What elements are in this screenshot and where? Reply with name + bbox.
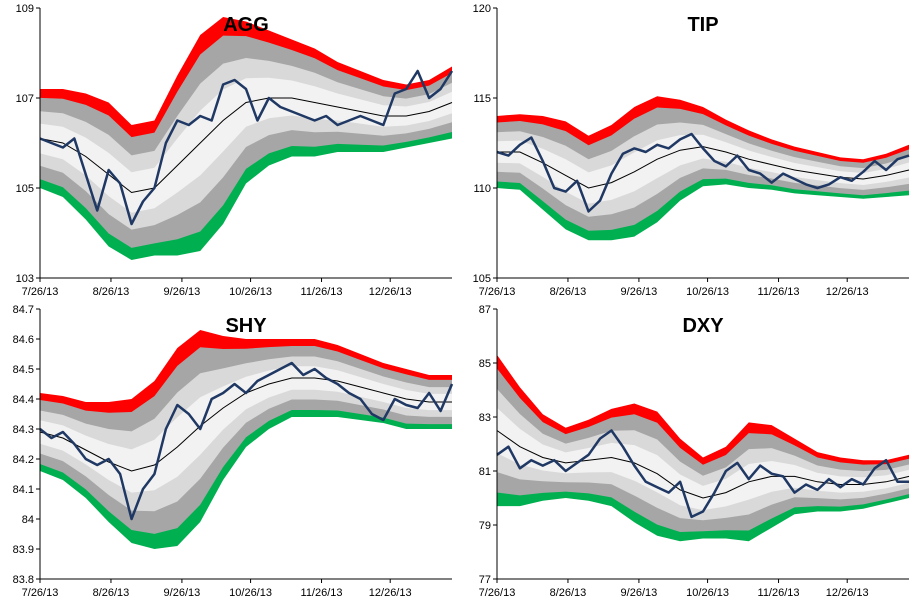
dxy-moving-average-line (496, 430, 910, 499)
agg-inner-band-upper (40, 77, 452, 193)
agg-price-line (39, 69, 454, 226)
shy-y-tick-label: 84.6 (13, 334, 34, 346)
dxy-x-tick-label: 11/26/13 (758, 587, 800, 599)
shy-light-band-upper (40, 356, 452, 471)
shy-x-tick-label: 8/26/13 (93, 587, 130, 599)
agg-x-tick-label: 7/26/13 (22, 286, 59, 298)
tip-price-line (496, 132, 910, 213)
chart-shy: 83.8 83.9 84 84.1 84.2 84.3 84.4 84.5 84.6 84.7 7/… (13, 304, 454, 599)
agg-y-tick-label: 109 (16, 3, 34, 15)
shy-y-tick-label: 83.8 (13, 574, 34, 586)
agg-light-band-upper (40, 57, 452, 193)
dxy-inner-band-lower (497, 430, 909, 511)
shy-x-tick-label: 12/26/13 (369, 587, 412, 599)
tip-x-tick-label: 8/26/13 (550, 286, 587, 298)
dxy-y-tick-label: 77 (479, 574, 491, 586)
dxy-x-tick-label: 9/26/13 (621, 587, 658, 599)
dxy-y-tick-label: 81 (479, 466, 491, 478)
agg-inner-band-lower (40, 98, 452, 213)
shy-y-tick-label: 84.7 (13, 304, 34, 316)
agg-x-tick-label: 9/26/13 (164, 286, 201, 298)
agg-y-tick-label: 107 (16, 93, 34, 105)
shy-price-line (39, 361, 454, 521)
dxy-inner-band-upper (497, 407, 909, 498)
tip-inner-band-lower (497, 146, 909, 204)
tip-y-tick-label: 115 (473, 93, 491, 105)
tip-x-tick-label: 11/26/13 (758, 286, 800, 298)
shy-y-tick-label: 84.4 (13, 394, 34, 406)
shy-y-tick-label: 84 (22, 514, 34, 526)
agg-x-tick-label: 10/26/13 (229, 286, 272, 298)
dxy-x-tick-label: 7/26/13 (479, 587, 516, 599)
tip-x-tick-label: 9/26/13 (621, 286, 658, 298)
tip-x-tick-label: 7/26/13 (479, 286, 516, 298)
shy-x-tick-label: 9/26/13 (164, 587, 201, 599)
shy-x-tick-label: 10/26/13 (229, 587, 272, 599)
dxy-y-tick-label: 85 (479, 358, 491, 370)
agg-x-tick-label: 12/26/13 (369, 286, 412, 298)
shy-y-tick-label: 84.5 (13, 364, 34, 376)
shy-y-tick-label: 84.1 (13, 484, 34, 496)
chart-dxy: 77 79 81 83 85 87 7/26/13 8/26/13 9/26/13 10/26/1… (479, 304, 910, 599)
tip-y-tick-label: 110 (473, 183, 491, 195)
dxy-title: DXY (682, 315, 724, 337)
shy-inner-band-lower (40, 378, 452, 493)
shy-x-tick-label: 7/26/13 (22, 587, 59, 599)
chart-agg: 103 105 107 109 7/26/13 8/26/13 9/26/13 10/26/1… (16, 3, 454, 298)
shy-y-tick-label: 83.9 (13, 544, 34, 556)
shy-title: SHY (225, 315, 267, 337)
shy-y-tick-label: 84.2 (13, 454, 34, 466)
shy-inner-band-upper (40, 366, 452, 471)
dxy-y-tick-label: 79 (479, 520, 491, 532)
tip-y-tick-label: 120 (473, 3, 491, 15)
shy-y-tick-label: 84.3 (13, 424, 34, 436)
agg-y-tick-label: 103 (16, 273, 34, 285)
agg-y-tick-label: 105 (16, 183, 34, 195)
dxy-x-tick-label: 8/26/13 (550, 587, 587, 599)
agg-x-tick-label: 8/26/13 (93, 286, 130, 298)
dxy-y-tick-label: 83 (479, 412, 491, 424)
dxy-price-line (496, 429, 909, 519)
tip-x-tick-label: 12/26/13 (826, 286, 869, 298)
dxy-y-tick-label: 87 (479, 304, 491, 316)
agg-x-tick-label: 11/26/13 (301, 286, 343, 298)
dxy-x-tick-label: 10/26/13 (686, 587, 729, 599)
dxy-gray-band-lower (497, 430, 909, 532)
dxy-x-tick-label: 12/26/13 (826, 587, 869, 599)
shy-x-tick-label: 11/26/13 (301, 587, 343, 599)
tip-inner-band-upper (497, 134, 909, 188)
tip-title: TIP (687, 14, 718, 36)
tip-y-tick-label: 105 (473, 273, 491, 285)
tip-x-tick-label: 10/26/13 (686, 286, 729, 298)
agg-title: AGG (223, 14, 269, 36)
chart-tip: 105 110 115 120 7/26/13 8/26/13 9/26/13 10/26/1… (473, 3, 910, 298)
